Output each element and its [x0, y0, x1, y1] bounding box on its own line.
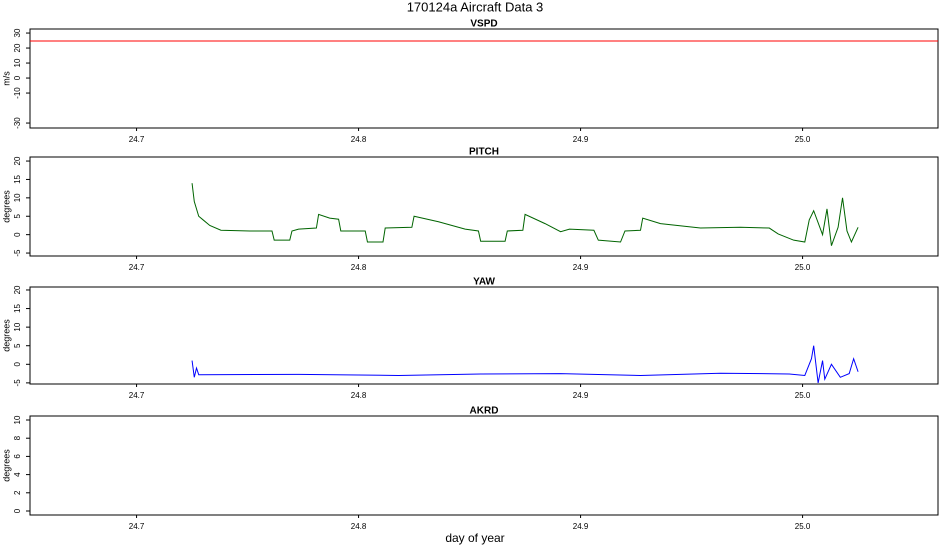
y-tick-label: 20 [13, 43, 22, 52]
x-tick-label: 24.7 [129, 522, 145, 531]
y-tick-label: 15 [13, 174, 22, 183]
x-tick-label: 24.9 [573, 263, 589, 272]
series-line [191, 183, 859, 246]
x-tick-label: 24.7 [129, 391, 145, 400]
y-tick-label: 0 [13, 232, 22, 237]
y-tick-label: 5 [13, 213, 22, 218]
y-tick-label: 10 [13, 58, 22, 67]
y-axis-label: m/s [1, 71, 11, 86]
panel-title: YAW [473, 277, 495, 288]
page-title: 170124a Aircraft Data 3 [407, 0, 544, 14]
y-tick-label: 0 [13, 75, 22, 80]
x-tick-label: 24.7 [129, 263, 145, 272]
y-axis-label: degrees [1, 449, 11, 482]
y-tick-label: 10 [13, 415, 22, 424]
x-tick-label: 24.9 [573, 522, 589, 531]
y-tick-label: 10 [13, 322, 22, 331]
y-tick-label: -5 [13, 249, 22, 257]
y-tick-label: 20 [13, 285, 22, 294]
x-tick-label: 25.0 [795, 263, 811, 272]
y-tick-label: -5 [13, 379, 22, 387]
y-axis-label: degrees [1, 319, 11, 352]
x-tick-label: 24.8 [351, 391, 367, 400]
y-tick-label: 4 [13, 472, 22, 477]
x-tick-label: 24.8 [351, 263, 367, 272]
x-tick-label: 24.7 [129, 135, 145, 144]
plot-frame [29, 28, 939, 129]
x-tick-label: 24.8 [351, 522, 367, 531]
panel-title: VSPD [470, 19, 497, 30]
y-tick-label: 20 [13, 156, 22, 165]
panel-title: AKRD [470, 406, 499, 417]
series-line [191, 345, 859, 383]
y-tick-label: 8 [13, 435, 22, 440]
x-tick-label: 25.0 [795, 135, 811, 144]
y-tick-label: 0 [13, 362, 22, 367]
y-tick-label: 0 [13, 508, 22, 513]
x-tick-label: 24.9 [573, 391, 589, 400]
y-tick-label: 2 [13, 490, 22, 495]
y-tick-label: 30 [13, 28, 22, 37]
y-tick-label: 15 [13, 304, 22, 313]
y-tick-label: 6 [13, 454, 22, 459]
y-axis-label: degrees [1, 190, 11, 223]
y-tick-label: -10 [13, 87, 22, 99]
y-tick-label: 10 [13, 193, 22, 202]
x-axis-label: day of year [445, 531, 504, 545]
plot-frame [29, 286, 939, 385]
plot-frame [29, 415, 939, 516]
x-tick-label: 24.8 [351, 135, 367, 144]
x-tick-label: 25.0 [795, 522, 811, 531]
y-tick-label: 5 [13, 343, 22, 348]
y-tick-label: -30 [13, 117, 22, 129]
x-tick-label: 25.0 [795, 391, 811, 400]
panel-title: PITCH [469, 147, 499, 158]
plot-frame [29, 156, 939, 257]
x-tick-label: 24.9 [573, 135, 589, 144]
